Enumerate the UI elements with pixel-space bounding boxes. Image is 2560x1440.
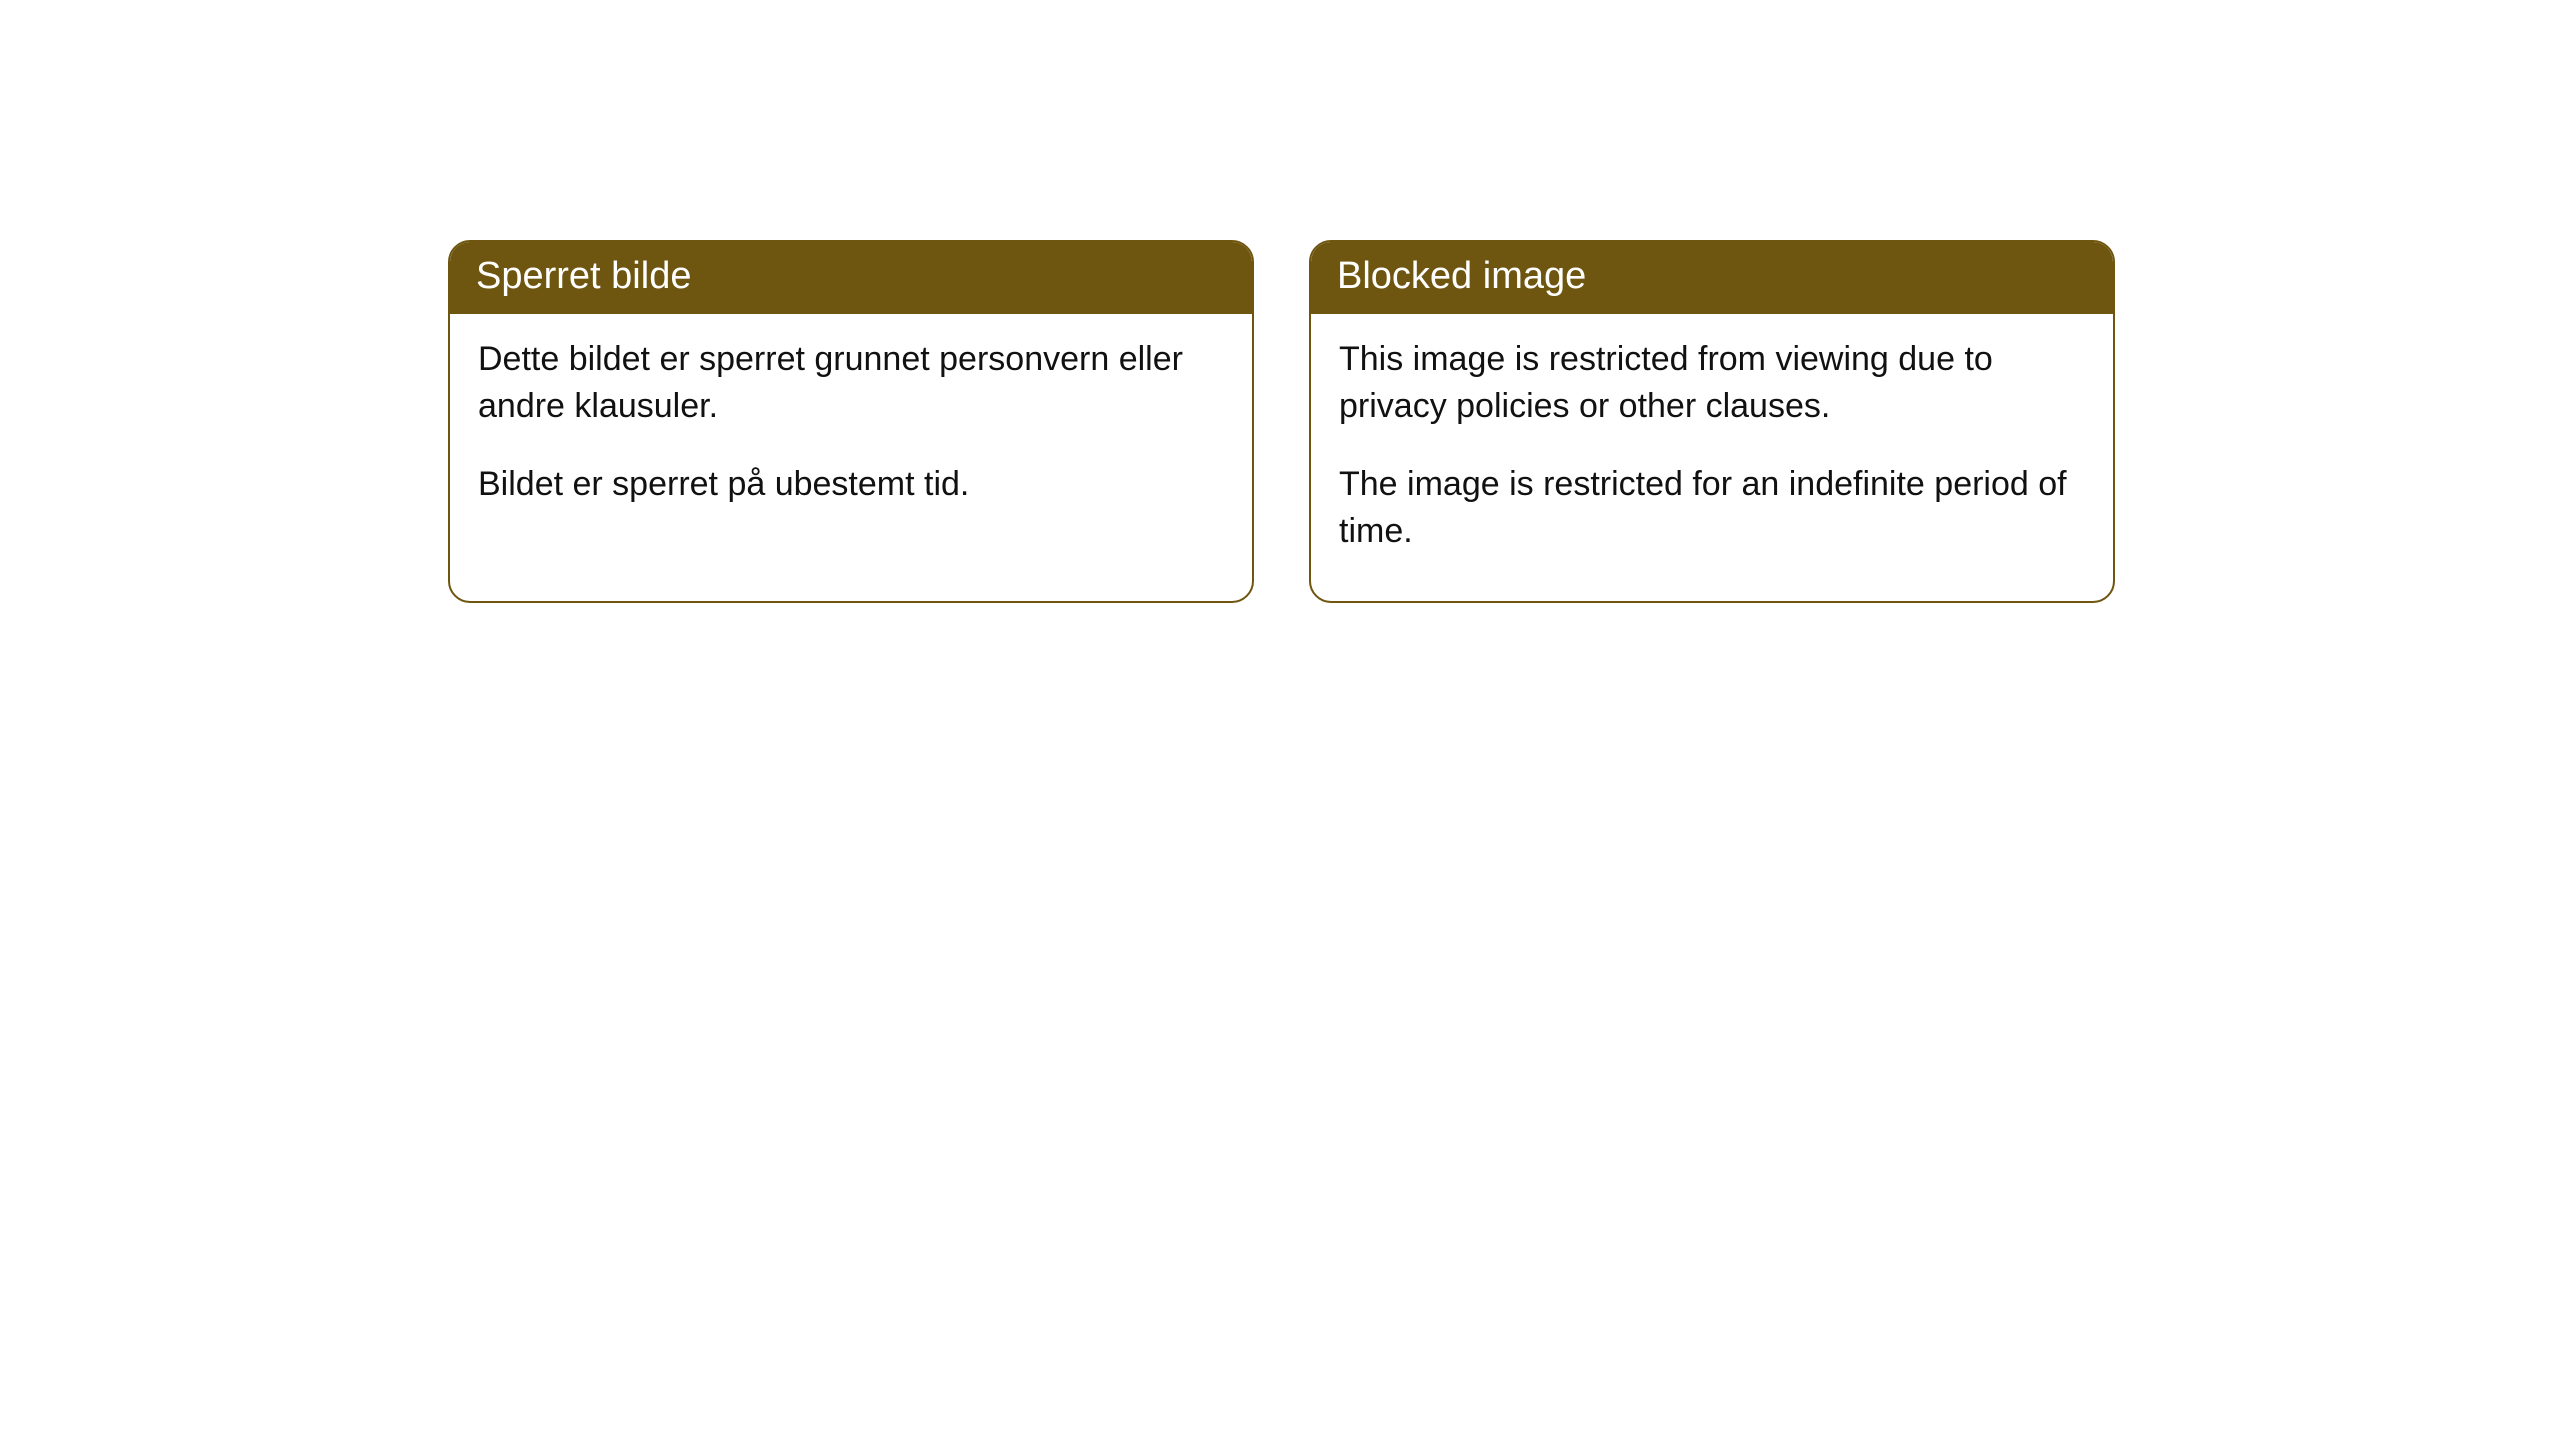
card-header: Blocked image: [1311, 242, 2113, 314]
card-body: Dette bildet er sperret grunnet personve…: [450, 314, 1252, 555]
card-text-line: Dette bildet er sperret grunnet personve…: [478, 336, 1224, 430]
blocked-image-card-en: Blocked image This image is restricted f…: [1309, 240, 2115, 603]
blocked-image-card-no: Sperret bilde Dette bildet er sperret gr…: [448, 240, 1254, 603]
card-text-line: This image is restricted from viewing du…: [1339, 336, 2085, 430]
notice-cards-container: Sperret bilde Dette bildet er sperret gr…: [0, 0, 2560, 603]
card-text-line: Bildet er sperret på ubestemt tid.: [478, 461, 1224, 508]
card-body: This image is restricted from viewing du…: [1311, 314, 2113, 602]
card-header: Sperret bilde: [450, 242, 1252, 314]
card-text-line: The image is restricted for an indefinit…: [1339, 461, 2085, 555]
